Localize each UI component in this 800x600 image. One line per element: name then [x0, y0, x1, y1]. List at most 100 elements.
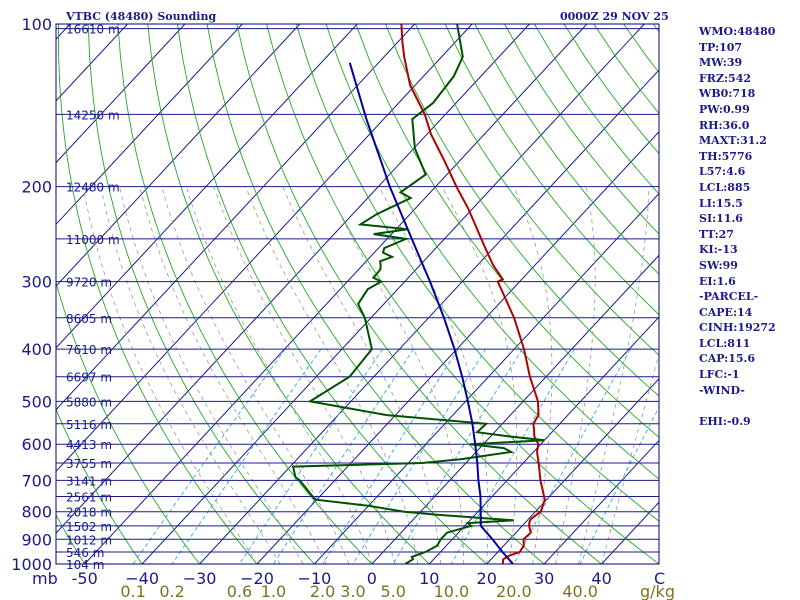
height-label: 3755 m [66, 457, 112, 471]
mixing-ratio-tick-label: 5.0 [381, 582, 406, 600]
index-line: RH:36.0 [699, 118, 750, 132]
index-line: KI:-13 [699, 243, 738, 257]
mixing-ratio-line [132, 348, 286, 564]
index-line: LI:15.5 [699, 196, 743, 210]
dry-adiabat-line [117, 24, 373, 564]
temperature-tick-label: 0 [367, 569, 377, 588]
temperature-profile [400, 24, 546, 564]
index-line: LCL:811 [699, 336, 751, 350]
height-label: 1012 m [66, 533, 112, 547]
height-label: 12480 m [66, 181, 120, 195]
index-line: PW:0.99 [699, 102, 750, 116]
index-line: SI:11.6 [699, 212, 743, 226]
plot-frame [55, 23, 660, 565]
dry-adiabat-line [206, 24, 545, 564]
isotherm-line [543, 439, 659, 564]
isotherm-line [486, 377, 659, 564]
index-line: -PARCEL- [699, 290, 759, 304]
isotherm-line [256, 131, 659, 564]
index-line: WMO:48480 [699, 25, 776, 38]
mixing-ratio-tick-label: 0.2 [159, 582, 184, 600]
index-line: TP:107 [699, 40, 743, 54]
mixing-ratio-line [171, 348, 322, 564]
index-line: L57:4.6 [699, 165, 746, 179]
dry-adiabat-line [56, 280, 200, 564]
temperature-tick-label: −40 [125, 569, 159, 588]
moist-adiabat-line [139, 186, 327, 564]
height-label: 7610 m [66, 343, 112, 357]
temperature-tick-label: 10 [419, 569, 439, 588]
index-line: MW:39 [699, 56, 743, 70]
height-label: 5116 m [66, 418, 112, 432]
mixing-ratio-tick-label: 2.0 [310, 582, 335, 600]
index-line: CAPE:14 [699, 305, 753, 319]
height-label: 9720 m [66, 276, 112, 290]
mixing-ratio-tick-label: 1.0 [261, 582, 286, 600]
isotherm-line [314, 192, 659, 564]
height-label: 5880 m [66, 395, 112, 409]
temperature-tick-label: 20 [477, 569, 497, 588]
height-label: 104 m [66, 558, 104, 572]
index-line: TT:27 [699, 227, 734, 241]
index-line: LCL:885 [699, 180, 751, 194]
pressure-tick-label: 600 [21, 435, 52, 454]
mixing-ratio-tick-label: 10.0 [434, 582, 470, 600]
dry-adiabat-line [266, 24, 659, 564]
moist-adiabat-line [513, 186, 553, 564]
temperature-tick-label: −30 [183, 569, 217, 588]
mixing-ratio-tick-label: 0.1 [120, 582, 145, 600]
index-line: -WIND- [699, 383, 745, 397]
temperature-tick-label: −20 [240, 569, 274, 588]
isotherm-line [0, 24, 13, 564]
isotherm-line [56, 24, 415, 411]
parcel-profile [348, 62, 514, 564]
dewpoint-profile [291, 24, 545, 564]
index-line: EHI:-0.9 [699, 414, 751, 428]
y-unit-label: mb [32, 569, 58, 588]
height-label: 546 m [66, 546, 104, 560]
height-label: 14250 m [66, 108, 120, 122]
moist-adiabat-line [161, 186, 350, 564]
height-label: 16610 m [66, 23, 120, 37]
index-line: FRZ:542 [699, 71, 752, 85]
temperature-tick-label: −10 [298, 569, 332, 588]
height-label: 11000 m [66, 233, 120, 247]
temperature-tick-label: 40 [591, 569, 611, 588]
dry-adiabat-line [295, 24, 659, 522]
mixing-ratio-tick-labels: 0.1 0.2 0.6 1.0 2.0 3.0 5.0 10.0 20.0 40.0 [120, 582, 598, 600]
mixing-ratio-line [352, 348, 487, 564]
isotherm-lines [0, 24, 659, 564]
mixing-ratio-line [239, 348, 383, 564]
pressure-tick-labels: 100 200 300 400 500 600 700 800 900 1000 [11, 15, 52, 574]
height-label: 2561 m [66, 491, 112, 505]
index-line: CINH:19272 [699, 321, 776, 335]
index-line: WB0:718 [699, 87, 756, 101]
indices-panel: WMO:48480 TP:107 MW:39 FRZ:542 WB0:718 PW:0.9… [699, 24, 799, 429]
index-line: CAP:15.6 [699, 352, 756, 366]
pressure-tick-label: 800 [21, 503, 52, 522]
height-label: 6697 m [66, 371, 112, 385]
index-line: MAXT:31.2 [699, 134, 767, 148]
index-line: SW:99 [699, 258, 738, 272]
temperature-tick-labels: -50 −40 −30 −20 −10 0 10 20 30 40 [72, 569, 612, 588]
moist-adiabat-line [578, 186, 650, 564]
mixing-ratio-tick-label: 3.0 [340, 582, 365, 600]
isotherm-line [199, 69, 659, 564]
index-line: LFC:-1 [699, 368, 740, 382]
mixing-ratio-tick-label: 0.6 [227, 582, 252, 600]
observation-time: 0000Z 29 NOV 25 [560, 10, 669, 23]
mixing-ratio-tick-label: 40.0 [562, 582, 598, 600]
pressure-tick-label: 700 [21, 471, 52, 490]
pressure-tick-label: 300 [21, 273, 52, 292]
pressure-tick-label: 100 [21, 15, 52, 34]
dry-adiabat-line [87, 24, 315, 564]
index-line: TH:5776 [699, 149, 753, 163]
temperature-tick-label: -50 [72, 569, 98, 588]
isotherm-line [56, 24, 358, 349]
height-label: 3141 m [66, 474, 112, 488]
mixing-ratio-unit: g/kg [640, 582, 675, 600]
mixing-ratio-tick-label: 20.0 [496, 582, 532, 600]
isotherm-line [428, 316, 659, 564]
moist-adiabat-line [245, 186, 419, 564]
